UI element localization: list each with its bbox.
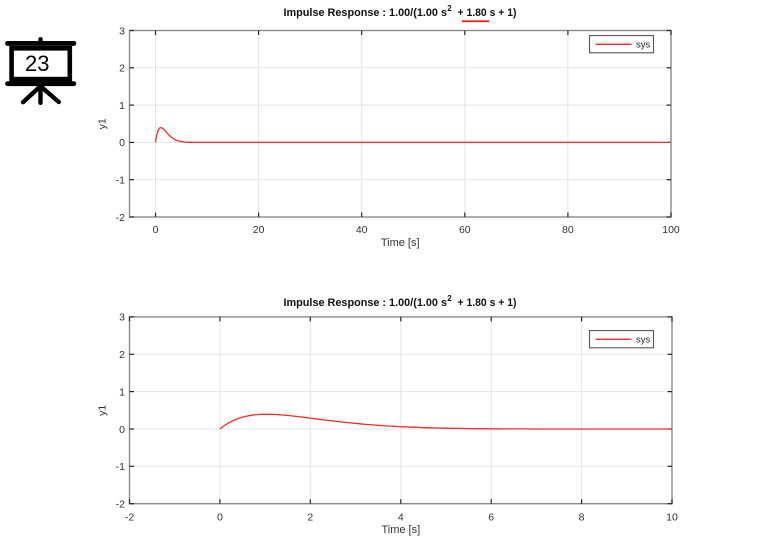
svg-text:0: 0 xyxy=(153,224,159,236)
svg-text:-1: -1 xyxy=(116,461,125,473)
svg-text:40: 40 xyxy=(356,224,368,236)
svg-text:60: 60 xyxy=(459,224,471,236)
svg-text:Impulse Response : 1.00/(1.00: Impulse Response : 1.00/(1.00 s xyxy=(284,7,448,19)
svg-text:80: 80 xyxy=(562,224,574,236)
svg-text:10: 10 xyxy=(666,512,678,524)
svg-text:+ 1.80 s + 1): + 1.80 s + 1) xyxy=(458,297,517,309)
svg-text:23: 23 xyxy=(25,51,49,76)
svg-text:3: 3 xyxy=(119,25,125,37)
svg-text:3: 3 xyxy=(119,312,125,324)
svg-text:+ 1.80 s + 1): + 1.80 s + 1) xyxy=(458,7,517,19)
svg-text:8: 8 xyxy=(579,512,585,524)
svg-text:2: 2 xyxy=(447,294,452,303)
svg-text:6: 6 xyxy=(488,512,494,524)
svg-text:20: 20 xyxy=(253,224,265,236)
svg-text:y1: y1 xyxy=(97,405,109,416)
svg-text:2: 2 xyxy=(307,512,313,524)
svg-text:2: 2 xyxy=(119,349,125,361)
svg-text:Impulse Response : 1.00/(1.00: Impulse Response : 1.00/(1.00 s xyxy=(284,297,448,309)
svg-text:Time [s]: Time [s] xyxy=(381,524,420,536)
svg-text:2: 2 xyxy=(119,63,125,75)
svg-text:sys: sys xyxy=(636,335,651,346)
svg-text:-2: -2 xyxy=(116,212,125,224)
svg-text:-2: -2 xyxy=(125,512,134,524)
svg-text:-1: -1 xyxy=(116,175,125,187)
svg-text:100: 100 xyxy=(662,224,680,236)
svg-text:2: 2 xyxy=(447,4,452,13)
svg-text:y1: y1 xyxy=(97,118,109,129)
svg-text:0: 0 xyxy=(217,512,223,524)
svg-text:1: 1 xyxy=(119,100,125,112)
svg-text:1: 1 xyxy=(119,386,125,398)
svg-text:sys: sys xyxy=(636,40,651,51)
svg-text:-2: -2 xyxy=(116,499,125,511)
svg-text:Time [s]: Time [s] xyxy=(381,237,420,249)
svg-text:0: 0 xyxy=(119,137,125,149)
svg-text:0: 0 xyxy=(119,424,125,436)
svg-text:4: 4 xyxy=(398,512,404,524)
